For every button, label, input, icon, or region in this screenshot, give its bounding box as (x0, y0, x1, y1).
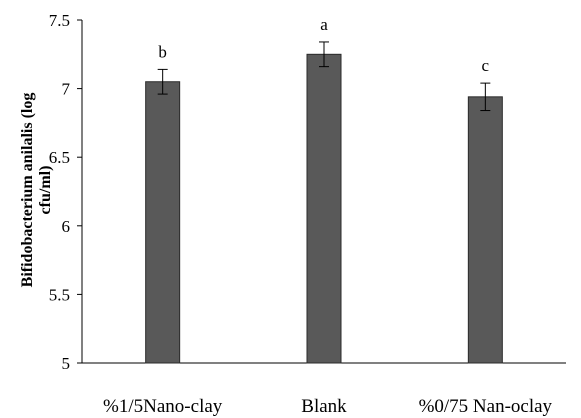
y-tick-label: 5.5 (49, 285, 70, 304)
x-category-label: %1/5Nano-clay (103, 396, 223, 417)
y-tick-label: 7 (62, 80, 71, 99)
significance-letter: a (320, 15, 328, 34)
y-tick-label: 7.5 (49, 11, 70, 30)
significance-letter: c (482, 56, 490, 75)
y-axis-title-line-1: Bifidobacterium anilalis (log (19, 93, 36, 288)
bar (145, 81, 181, 364)
y-tick-label: 6.5 (49, 148, 70, 167)
bar (467, 96, 503, 364)
x-category-label: %0/75 Nan-oclay (419, 396, 553, 417)
x-category-label: Blank (301, 396, 347, 417)
bar (306, 53, 342, 364)
y-tick-label: 6 (62, 217, 71, 236)
y-axis-title-line-2: cfu/ml) (37, 166, 54, 215)
y-axis-title: Bifidobacterium anilalis (log cfu/ml) (19, 93, 54, 288)
y-tick-label: 5 (62, 354, 71, 373)
significance-letter: b (158, 42, 167, 61)
